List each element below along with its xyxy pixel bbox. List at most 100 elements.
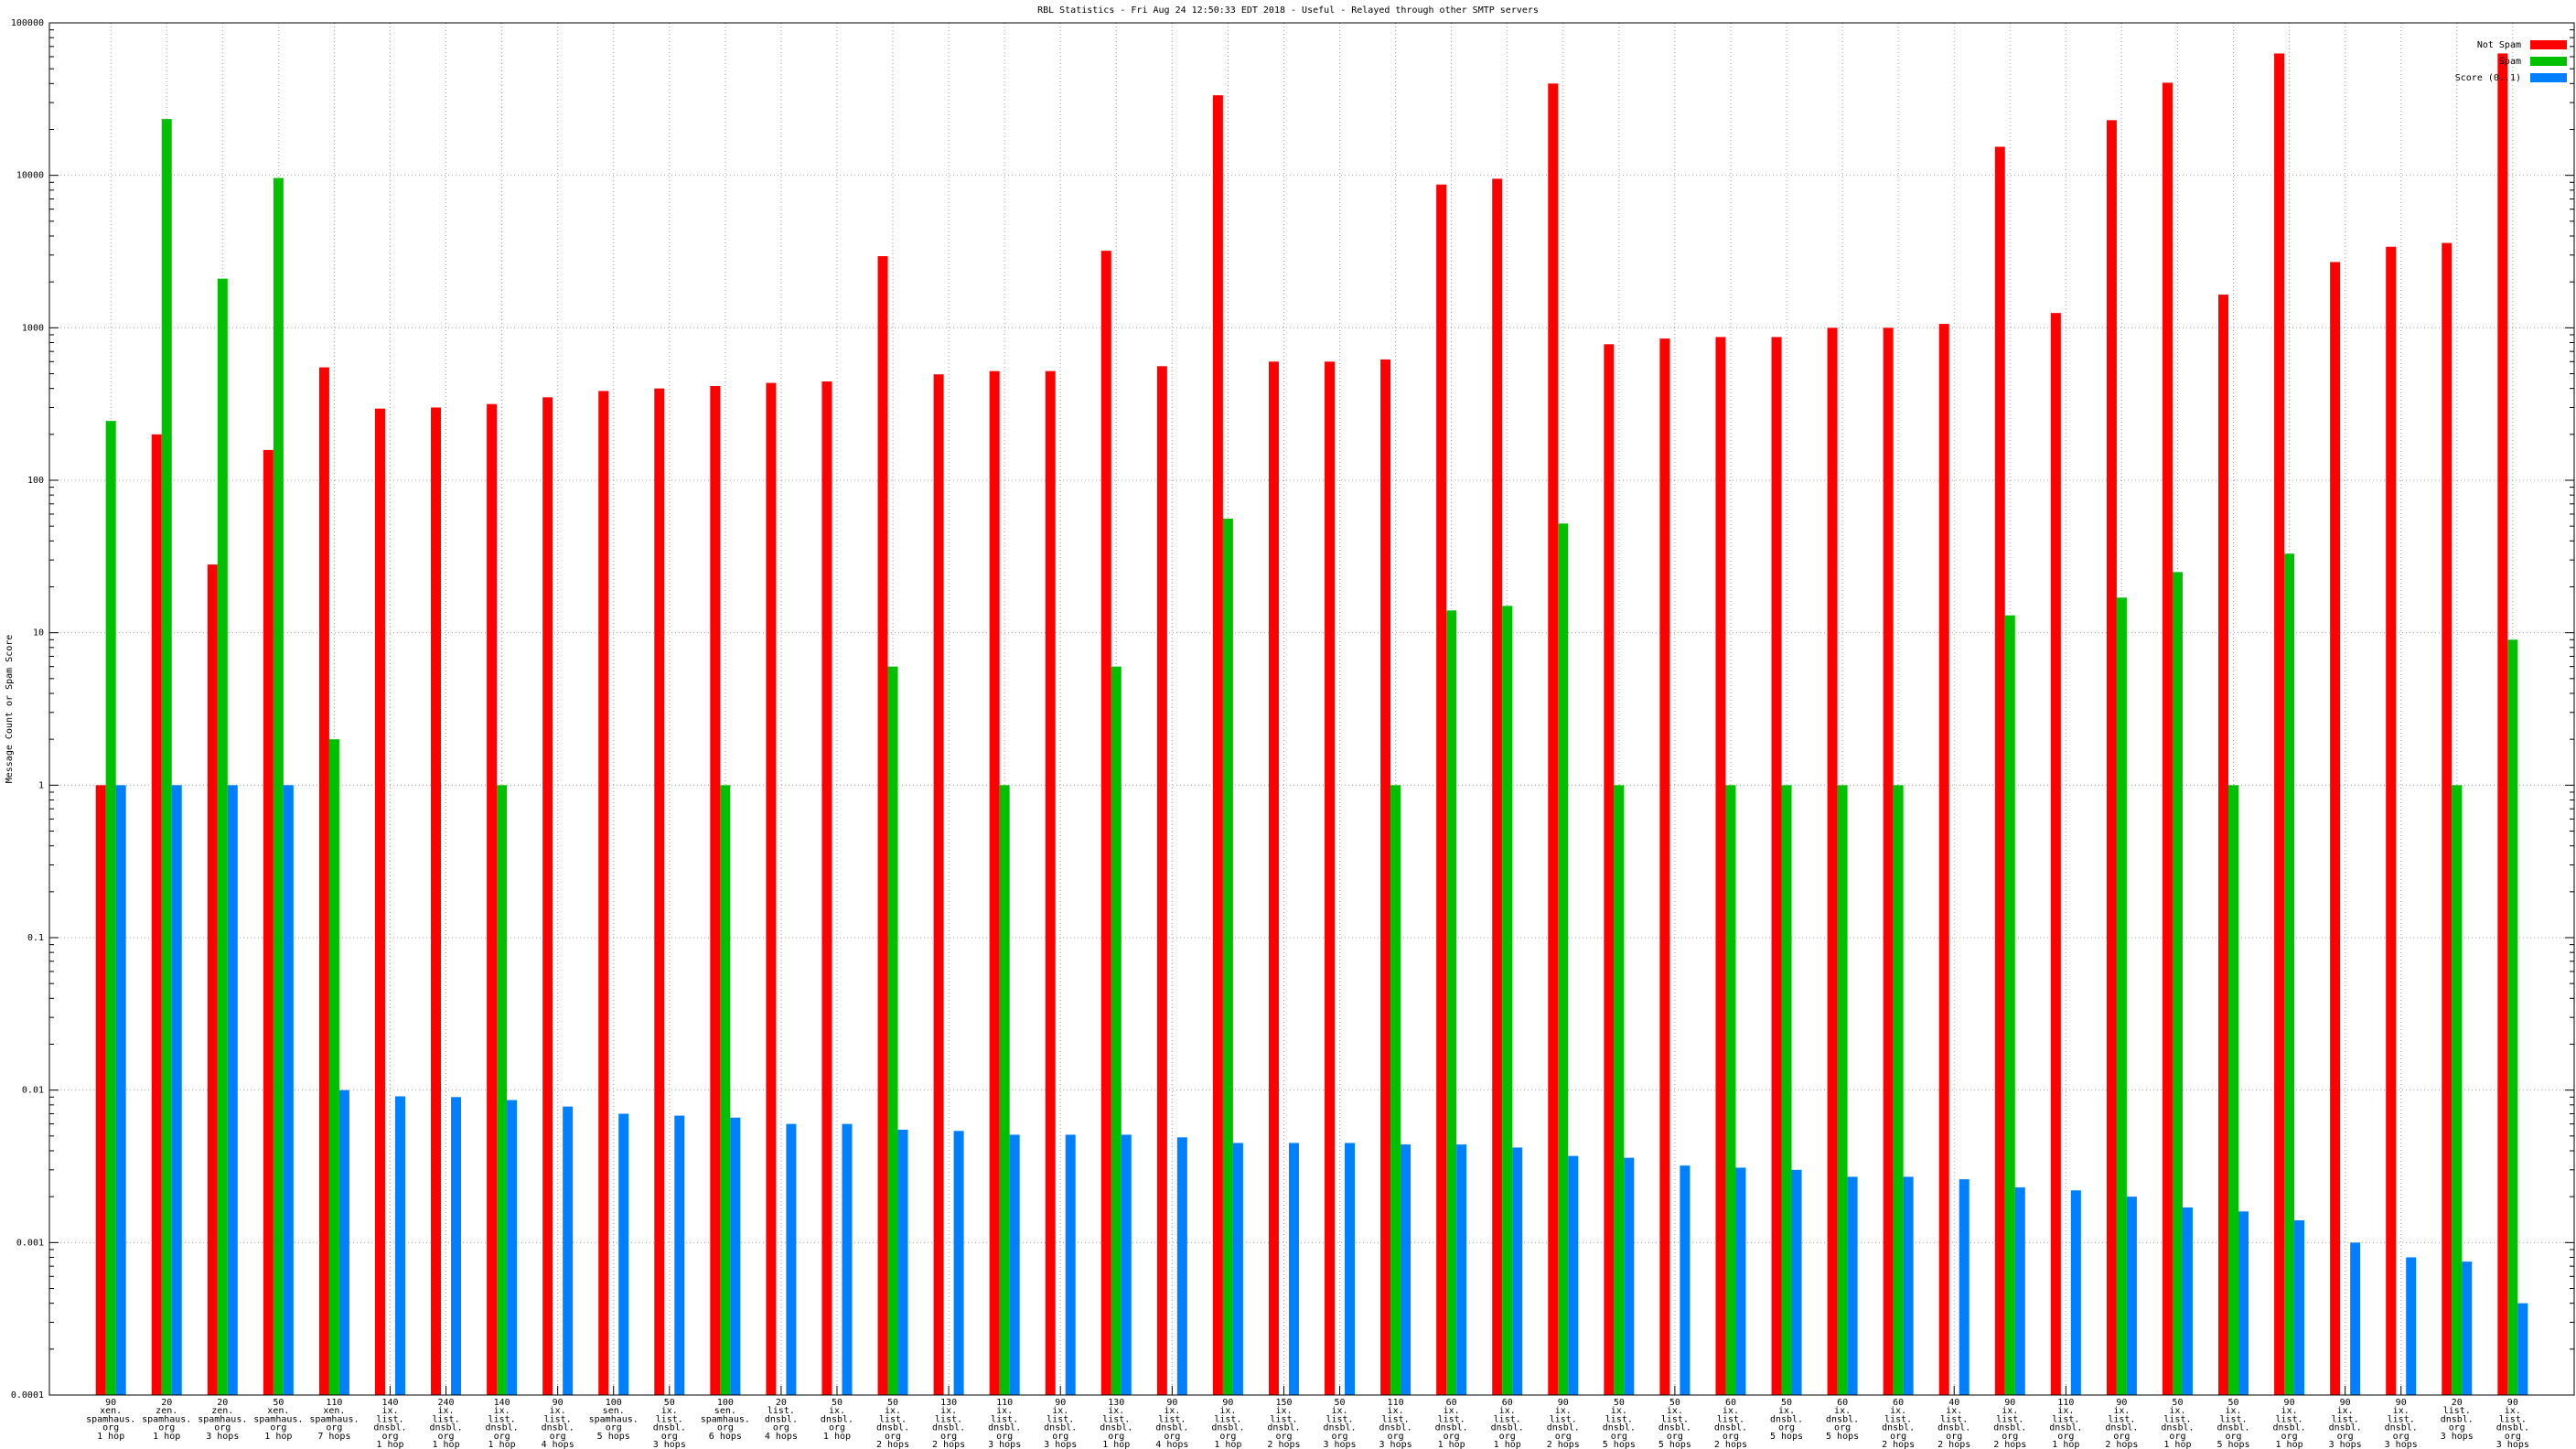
bar xyxy=(1492,178,1503,1395)
x-tick-label-line: 3 hops xyxy=(653,1440,686,1449)
bar xyxy=(1558,523,1569,1395)
bar xyxy=(1176,1137,1187,1395)
x-tick-label-line: org xyxy=(1611,1432,1627,1442)
x-tick-label-line: xen. xyxy=(100,1406,122,1416)
x-tick-label-line: ix. xyxy=(996,1406,1013,1416)
x-tick-label-line: 110 xyxy=(2057,1398,2074,1408)
x-tick-label-line: ix. xyxy=(2281,1406,2298,1416)
bar xyxy=(1222,518,1233,1395)
x-tick-label-line: dnsbl. xyxy=(1155,1423,1188,1433)
x-tick-label-line: org xyxy=(270,1423,286,1433)
x-tick-label-line: 2 hops xyxy=(2105,1440,2138,1449)
x-tick-label-line: 60 xyxy=(1837,1398,1848,1408)
x-tick-label-line: 1 hop xyxy=(1102,1440,1130,1449)
x-tick-label-line: 50 xyxy=(2172,1398,2183,1408)
x-tick-label-line: ix. xyxy=(550,1406,566,1416)
bar xyxy=(1827,327,1838,1395)
x-tick-label-line: list. xyxy=(2276,1414,2303,1424)
x-tick-label-line: ix. xyxy=(829,1406,845,1416)
bar xyxy=(720,785,731,1395)
bar xyxy=(1121,1134,1132,1395)
y-tick-label: 1000 xyxy=(22,323,44,333)
x-tick-label-line: org xyxy=(1388,1432,1404,1442)
x-tick-label-line: xen. xyxy=(267,1406,289,1416)
bar xyxy=(338,1089,349,1395)
x-tick-label-line: 90 xyxy=(553,1398,564,1408)
legend-label: Not Spam xyxy=(2477,40,2521,50)
bar xyxy=(2238,1211,2249,1395)
bar xyxy=(2294,1219,2305,1395)
x-tick-label: 100 sen. spamhaus. org 6 hops xyxy=(701,1398,750,1442)
x-tick-label-line: 60 xyxy=(1446,1398,1457,1408)
bar xyxy=(1009,1134,1020,1395)
x-tick-label: 130 ix. list. dnsbl. org 1 hop xyxy=(1100,1398,1132,1449)
x-tick-label-line: org xyxy=(1219,1432,1236,1442)
x-tick-label-line: org xyxy=(1778,1423,1795,1433)
x-tick-label-line: dnsbl. xyxy=(2441,1414,2474,1424)
x-tick-label: 240 ix. list. dnsbl. org 1 hop xyxy=(429,1398,462,1449)
x-tick-label-line: ix. xyxy=(494,1406,510,1416)
y-tick-label: 100 xyxy=(27,476,44,486)
bar xyxy=(2162,82,2173,1395)
x-tick-label-line: org xyxy=(1164,1432,1180,1442)
x-tick-label-line: dnsbl. xyxy=(2496,1423,2529,1433)
bar xyxy=(95,785,106,1395)
x-tick-label-line: ix. xyxy=(885,1406,901,1416)
bar xyxy=(1624,1157,1635,1395)
y-tick-label: 0.01 xyxy=(22,1086,44,1096)
bar xyxy=(1401,1144,1411,1395)
x-tick-label-line: 20 xyxy=(2452,1398,2463,1408)
bar xyxy=(2106,120,2117,1396)
x-tick-label-line: org xyxy=(1890,1432,1906,1442)
x-tick-label-line: 2 hops xyxy=(1267,1440,1300,1449)
bar xyxy=(507,1100,518,1395)
bar xyxy=(451,1097,462,1395)
x-tick-label-line: 240 xyxy=(438,1398,455,1408)
bar xyxy=(431,407,442,1396)
x-tick-label-line: ix. xyxy=(1834,1406,1851,1416)
x-tick-label-line: ix. xyxy=(1778,1406,1795,1416)
y-axis-label: Message Count or Spam Score xyxy=(5,635,15,784)
x-tick-label: 110 ix. list. dnsbl. org 3 hops xyxy=(988,1398,1021,1449)
bar xyxy=(1100,251,1111,1396)
bar xyxy=(283,785,294,1395)
bar xyxy=(497,785,508,1395)
x-tick-label: 90 ix. list. dnsbl. org 2 hops xyxy=(1993,1398,2026,1449)
bar xyxy=(1903,1176,1914,1395)
x-tick-label-line: list. xyxy=(879,1414,907,1424)
bar xyxy=(2126,1197,2137,1395)
y-tick-label: 0.0001 xyxy=(11,1390,44,1401)
bar xyxy=(1735,1167,1746,1395)
x-tick-label: 140 ix. list. dnsbl. org 1 hop xyxy=(486,1398,519,1449)
x-tick-label-line: 1 hop xyxy=(823,1432,851,1442)
x-tick-label-line: org xyxy=(2505,1432,2521,1442)
x-tick-label-line: ix. xyxy=(438,1406,455,1416)
x-tick-label-line: 20 xyxy=(776,1398,787,1408)
x-tick-label: 150 ix. list. dnsbl. org 2 hops xyxy=(1267,1398,1300,1449)
x-tick-label: 50 ix. dnsbl. org 5 hops xyxy=(1770,1398,1803,1442)
x-tick-label-line: 90 xyxy=(2004,1398,2015,1408)
x-tick-label-line: ix. xyxy=(1499,1406,1516,1416)
x-tick-label-line: org xyxy=(885,1432,901,1442)
y-tick-label: 1 xyxy=(38,780,44,790)
y-tick-label: 10 xyxy=(33,628,44,639)
x-tick-label-line: 110 xyxy=(996,1398,1013,1408)
x-tick-label-line: org xyxy=(1444,1432,1460,1442)
x-tick-label: 90 ix. list. dnsbl. org 2 hops xyxy=(2105,1398,2138,1449)
x-tick-label-line: org xyxy=(2169,1432,2185,1442)
legend-swatch xyxy=(2530,40,2567,49)
x-tick-label-line: list. xyxy=(1550,1414,1577,1424)
bar xyxy=(710,385,721,1396)
x-tick-label-line: spamhaus. xyxy=(253,1414,303,1424)
bar xyxy=(2182,1207,2193,1395)
bar xyxy=(1232,1143,1243,1395)
bar xyxy=(2462,1261,2473,1395)
bar xyxy=(1847,1176,1858,1395)
x-tick-label-line: list. xyxy=(2332,1414,2359,1424)
x-tick-label-line: 3 hops xyxy=(1379,1440,1412,1449)
x-tick-label-line: ix. xyxy=(2393,1406,2410,1416)
x-tick-label-line: dnsbl. xyxy=(2049,1423,2082,1433)
x-tick-label-line: list. xyxy=(2052,1414,2079,1424)
x-tick-label-line: spamhaus. xyxy=(309,1414,359,1424)
x-tick-label-line: 90 xyxy=(2507,1398,2518,1408)
